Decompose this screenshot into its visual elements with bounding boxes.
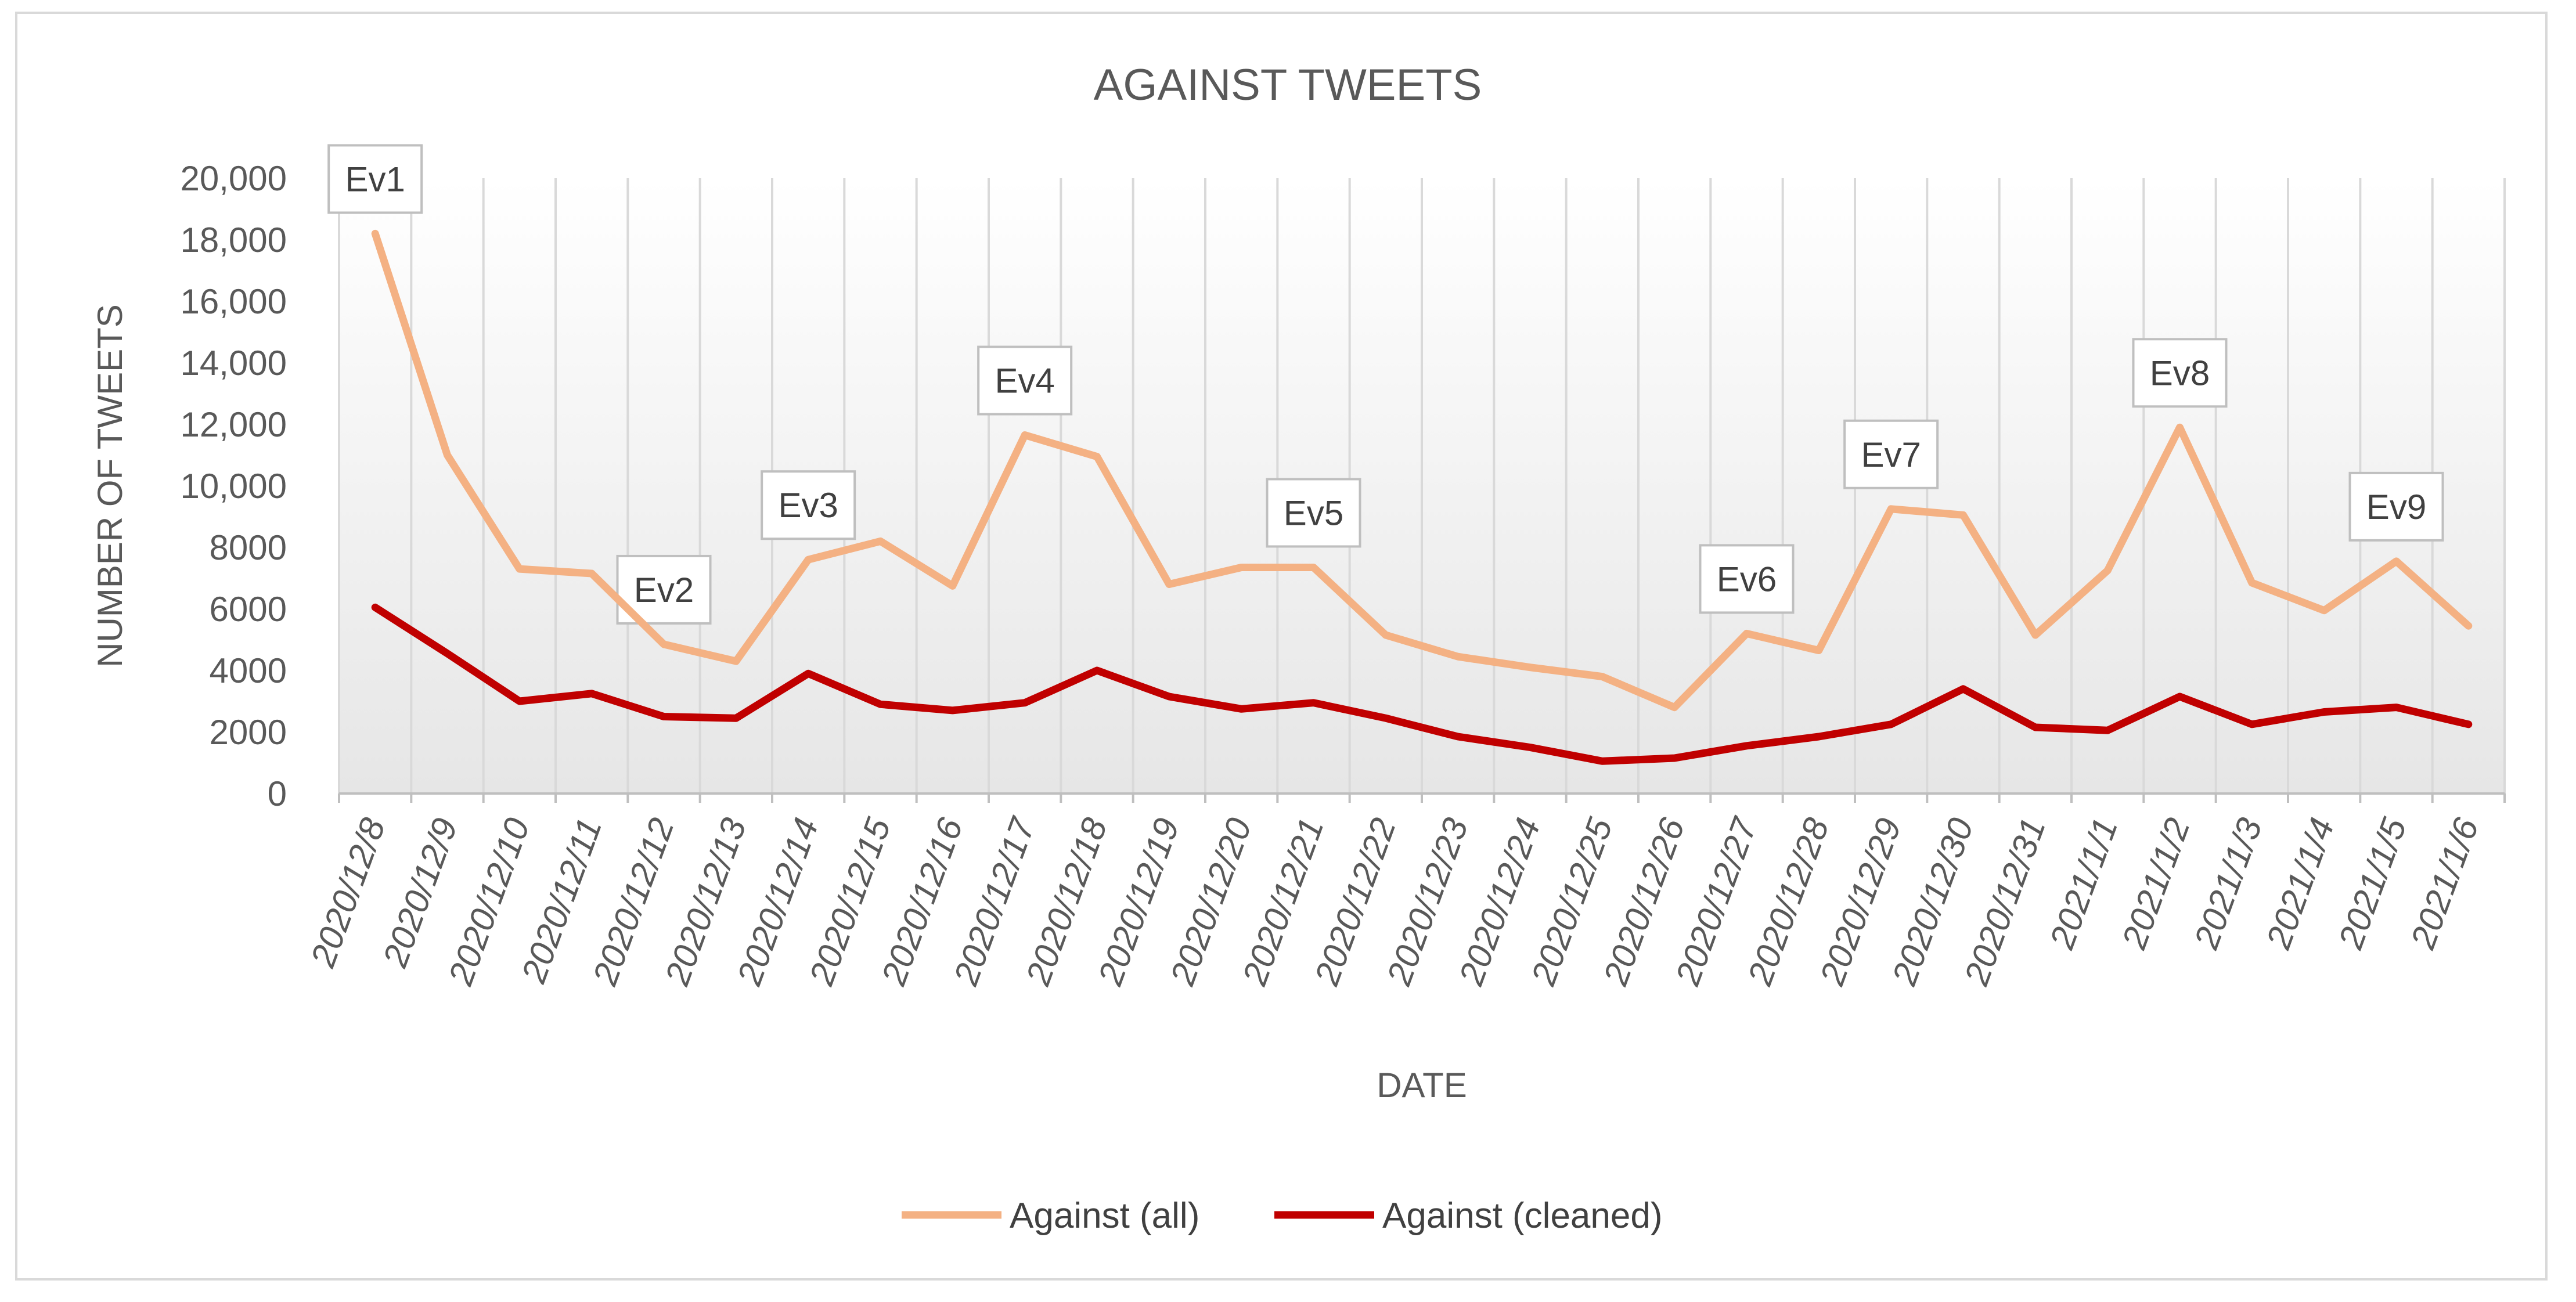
annotation-box xyxy=(327,144,423,214)
legend: Against (all) Against (cleaned) xyxy=(902,1196,1663,1236)
annotation-label: Ev4 xyxy=(995,362,1054,401)
annotations: Ev1 Ev2 Ev3 Ev4 Ev5 Ev6 Ev7 Ev8 Ev9 xyxy=(327,144,2444,625)
annotation-label: Ev9 xyxy=(2366,488,2426,526)
chart-title: AGAINST TWEETS xyxy=(1094,60,1482,110)
x-axis xyxy=(338,792,2506,803)
annotation-box xyxy=(1699,544,1795,614)
x-tick-label: 2021/1/4 xyxy=(2258,813,2341,954)
annotation-label: Ev1 xyxy=(345,160,405,199)
y-tick-label: 12,000 xyxy=(180,405,287,444)
annotation-label: Ev7 xyxy=(1861,435,1921,474)
annotation-label: Ev6 xyxy=(1717,560,1777,598)
x-axis-label: DATE xyxy=(1377,1066,1467,1105)
x-tick-label: 2021/1/1 xyxy=(2042,813,2125,954)
annotation-box xyxy=(977,345,1073,416)
y-tick-label: 20,000 xyxy=(180,159,287,198)
series-lines xyxy=(371,229,2473,765)
y-tick-label: 0 xyxy=(268,774,287,813)
annotation-label: Ev8 xyxy=(2150,354,2210,392)
legend-label: Against (all) xyxy=(1010,1196,1199,1236)
y-tick-label: 4000 xyxy=(210,651,287,690)
y-tick-labels: 0 2000 4000 6000 8000 10,000 12,000 14,000 16,00… xyxy=(180,159,287,813)
series-line-against-cleaned xyxy=(371,603,2473,765)
annotation-label: Ev5 xyxy=(1284,493,1343,532)
y-tick-label: 8000 xyxy=(210,528,287,567)
annotation-box xyxy=(1266,478,1361,548)
annotation-label: Ev2 xyxy=(634,571,694,609)
x-tick-label: 2021/1/6 xyxy=(2403,813,2486,954)
x-tick-label: 2021/1/5 xyxy=(2331,813,2414,954)
y-tick-label: 10,000 xyxy=(180,467,287,506)
y-tick-label: 14,000 xyxy=(180,344,287,383)
x-tick-label: 2021/1/3 xyxy=(2186,813,2269,954)
series-line-against-all xyxy=(371,229,2473,712)
annotation-box xyxy=(1843,419,1939,489)
y-tick-label: 2000 xyxy=(210,713,287,752)
annotation-label: Ev3 xyxy=(778,486,838,525)
x-tick-label: 2021/1/2 xyxy=(2114,813,2197,954)
y-tick-label: 16,000 xyxy=(180,282,287,321)
annotation-box xyxy=(761,470,856,540)
annotation-box xyxy=(2348,471,2444,542)
y-tick-label: 18,000 xyxy=(180,221,287,259)
x-tick-labels: 2020/12/82020/12/92020/12/102020/12/1120… xyxy=(303,812,2486,991)
y-tick-label: 6000 xyxy=(210,590,287,629)
legend-label: Against (cleaned) xyxy=(1382,1196,1663,1236)
y-axis-label: NUMBER OF TWEETS xyxy=(91,304,129,668)
annotation-box xyxy=(2132,338,2228,408)
